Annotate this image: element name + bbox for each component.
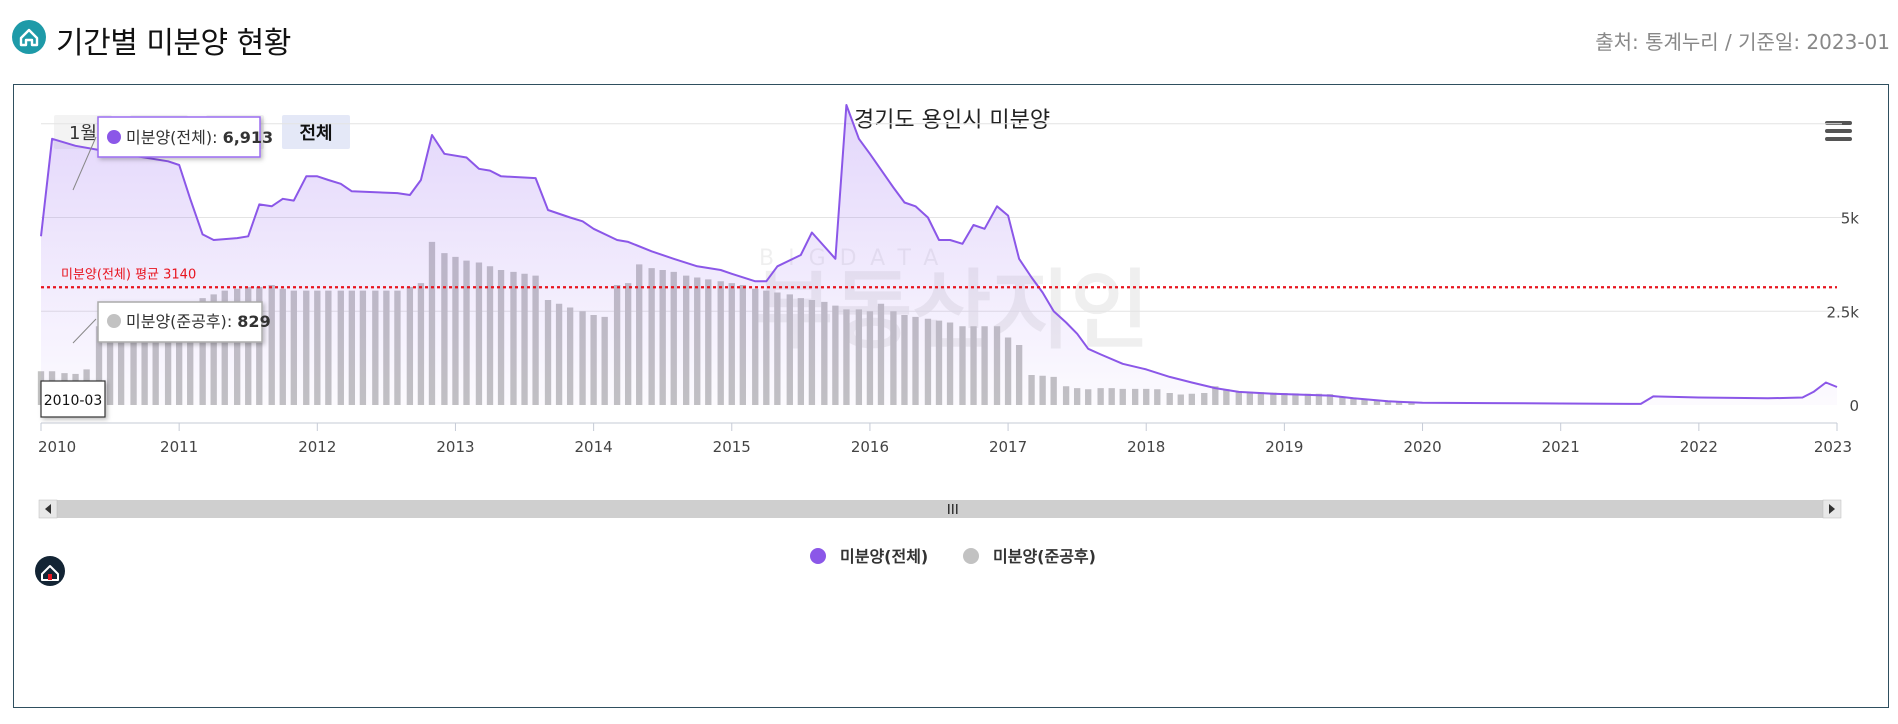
range-button-all[interactable]: 전체 bbox=[282, 115, 350, 149]
tooltip-date-label: 2010-03 bbox=[44, 393, 103, 409]
y-axis: 0 2.5k 5k bbox=[1826, 210, 1859, 416]
y-tick-label: 0 bbox=[1849, 397, 1859, 415]
legend-label: 미분양(전체) bbox=[840, 547, 928, 566]
legend-item-completed[interactable]: 미분양(준공후) bbox=[963, 547, 1096, 566]
tooltip-completed-marker bbox=[107, 314, 121, 328]
x-tick-label: 2013 bbox=[436, 438, 474, 456]
source-text: 출처: 통계누리 / 기준일: 2023-01 bbox=[1595, 30, 1890, 54]
x-tick-label: 2010 bbox=[38, 438, 76, 456]
home-icon bbox=[12, 20, 46, 54]
average-line: 미분양(전체) 평균 3140 bbox=[41, 267, 1837, 289]
x-tick-label: 2023 bbox=[1814, 438, 1852, 456]
x-tick-label: 2014 bbox=[575, 438, 613, 456]
legend: 미분양(전체) 미분양(준공후) bbox=[810, 547, 1096, 566]
x-tick-label: 2019 bbox=[1265, 438, 1303, 456]
area-series-total bbox=[40, 104, 1838, 405]
legend-marker bbox=[963, 548, 979, 564]
tooltip-date: 2010-03 bbox=[40, 380, 106, 418]
y-tick-label: 5k bbox=[1841, 210, 1860, 228]
tooltip-total: 미분양(전체): 6,913 bbox=[72, 116, 273, 191]
range-button-label: 1월 bbox=[69, 123, 97, 144]
chart-title: 경기도 용인시 미분양 bbox=[854, 108, 1050, 133]
scroll-right-button[interactable] bbox=[1822, 499, 1842, 519]
chart-menu-icon[interactable] bbox=[1822, 117, 1856, 151]
x-tick-label: 2015 bbox=[713, 438, 751, 456]
tooltip-completed-label: 미분양(준공후): 829 bbox=[126, 312, 271, 331]
x-tick-label: 2016 bbox=[851, 438, 889, 456]
chart-canvas: 1월 3월 1년 전체 경기도 용인시 미분양 bbox=[35, 104, 1859, 586]
x-axis: 2010 2011 2012 2013 2014 2015 2016 2017 2018 2019… bbox=[38, 422, 1852, 456]
navigator-scrollbar[interactable] bbox=[38, 499, 1842, 519]
chart-panel: 1월 3월 1년 전체 경기도 용인시 미분양 bbox=[13, 84, 1889, 708]
line-total bbox=[40, 104, 1838, 405]
x-tick-label: 2012 bbox=[298, 438, 336, 456]
y-tick-label: 2.5k bbox=[1826, 303, 1859, 321]
x-tick-label: 2022 bbox=[1680, 438, 1718, 456]
page-title: 기간별 미분양 현황 bbox=[56, 26, 291, 61]
chevron-right-icon bbox=[1829, 504, 1835, 514]
legend-item-total[interactable]: 미분양(전체) bbox=[810, 547, 928, 566]
x-tick-label: 2017 bbox=[989, 438, 1027, 456]
average-label: 미분양(전체) 평균 3140 bbox=[61, 267, 196, 282]
x-tick-label: 2011 bbox=[160, 438, 198, 456]
brand-logo-icon bbox=[35, 556, 65, 586]
range-button-label: 전체 bbox=[299, 123, 332, 144]
x-tick-label: 2020 bbox=[1403, 438, 1441, 456]
legend-marker bbox=[810, 548, 826, 564]
scroll-handle-grip-icon[interactable] bbox=[948, 504, 958, 514]
area-fill-total bbox=[41, 105, 1837, 405]
x-tick-label: 2018 bbox=[1127, 438, 1165, 456]
legend-label: 미분양(준공후) bbox=[993, 547, 1096, 566]
scroll-left-button[interactable] bbox=[38, 499, 58, 519]
x-tick-label: 2021 bbox=[1542, 438, 1580, 456]
tooltip-total-label: 미분양(전체): 6,913 bbox=[126, 128, 273, 147]
page-header: 기간별 미분양 현황 출처: 통계누리 / 기준일: 2023-01 bbox=[12, 14, 1890, 62]
tooltip-completed: 미분양(준공후): 829 bbox=[72, 301, 271, 344]
chevron-left-icon bbox=[45, 504, 51, 514]
tooltip-total-marker bbox=[107, 130, 121, 144]
